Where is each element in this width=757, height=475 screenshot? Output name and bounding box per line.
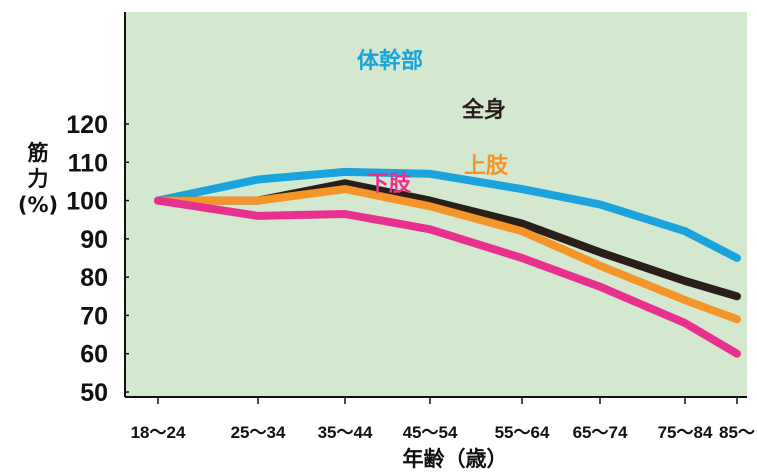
- x-axis: 18～24 25～34 35～44 45～54 55～64 65～74 75～84 85～: [125, 396, 755, 442]
- series-line-2: [154, 185, 741, 324]
- y-tick-label: 120: [66, 111, 108, 139]
- series-lines: [154, 167, 741, 358]
- x-axis-title: 年齢（歳）: [403, 447, 508, 471]
- y-tick-label: 70: [80, 302, 108, 330]
- y-tick-label: 100: [66, 188, 108, 216]
- series-label-0: 体幹部: [357, 48, 423, 74]
- y-axis: 120 110 100 90 80 70 60 50: [66, 12, 129, 407]
- y-tick-label: 60: [80, 341, 108, 369]
- y-tick-label: 90: [80, 226, 108, 254]
- series-line-3: [154, 196, 741, 358]
- y-axis-title-line-1: 筋: [27, 141, 49, 165]
- series-label-1: 全身: [461, 97, 506, 123]
- x-tick-label: 25～34: [231, 423, 286, 442]
- x-tick-label: 65～74: [573, 423, 628, 442]
- y-axis-title-line-3: (%): [18, 193, 58, 217]
- x-tick-label: 75～84: [658, 423, 713, 442]
- series-label-2: 上肢: [464, 154, 509, 179]
- y-tick-label: 110: [68, 149, 108, 177]
- series-label-3: 下肢: [367, 172, 412, 197]
- x-tick-label: 55～64: [495, 423, 550, 442]
- x-tick-label: 45～54: [403, 423, 458, 442]
- x-tick-label: 35～44: [318, 423, 373, 442]
- x-tick-label: 85～: [719, 423, 755, 442]
- x-tick-label: 18～24: [131, 423, 186, 442]
- y-tick-label: 50: [80, 379, 108, 407]
- y-tick-label: 80: [80, 264, 108, 292]
- y-axis-title-line-2: 力: [28, 167, 49, 191]
- series-line-0: [154, 167, 741, 262]
